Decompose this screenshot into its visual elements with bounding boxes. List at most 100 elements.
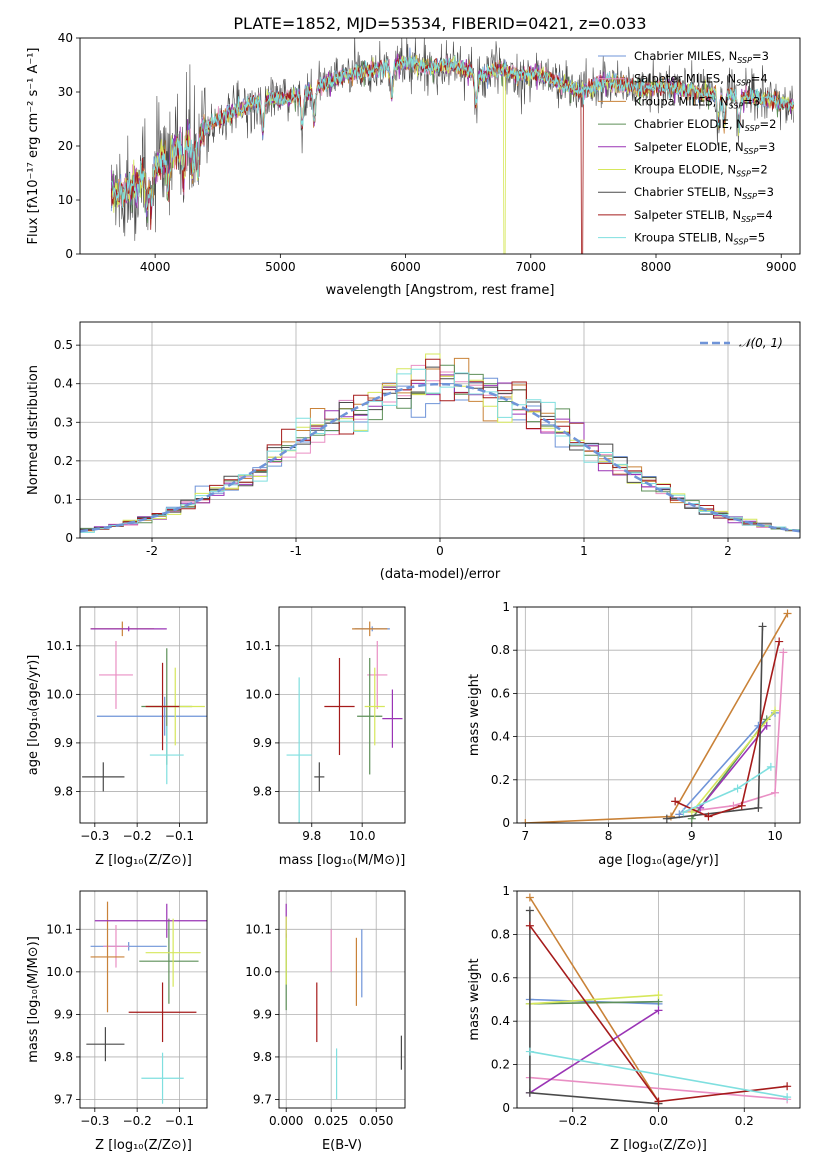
weight_vs_age-series-chabrier_stelib: [662, 622, 767, 823]
age_vs_z-point-salpeter_miles: [99, 640, 133, 709]
mass_vs_ebv-xlabel: E(B-V): [322, 1138, 362, 1153]
marker-plus: [525, 893, 534, 902]
weight_vs_age-axes: 7 8 9 10 0 0.2 0.4 0.6 0.8 1 age [log₁₀(age/yr)] ma…: [467, 600, 801, 868]
legend-label-chabrier_elodie: Chabrier ELODIE, NSSP=2: [634, 117, 776, 133]
residuals-ylabel: Normed distribution: [26, 365, 41, 495]
weight_vs_age-series-kroupa_stelib: [679, 762, 775, 817]
weight_vs_age-line-salpeter_elodie: [699, 725, 768, 809]
mass_vs_ebv-frame: [278, 890, 406, 1109]
age_vs_z-xtick-label: −0.3: [80, 829, 109, 843]
plots-root: 4000 5000 6000 7000 8000 9000010203040wavelen…: [26, 31, 801, 1153]
marker-plus: [775, 637, 784, 646]
marker-plus: [704, 812, 713, 821]
legend-nssp-value: =3: [757, 185, 774, 199]
spectrum-ytick-label: 40: [58, 31, 73, 45]
legend-n: , N: [721, 49, 737, 63]
marker-plus: [771, 788, 780, 797]
marker-plus: [783, 1093, 792, 1102]
weight_vs_z-frame: [516, 890, 801, 1109]
legend-label-chabrier_miles: Chabrier MILES, NSSP=3: [634, 49, 769, 65]
legend-label-salpeter_stelib: Salpeter STELIB, NSSP=4: [634, 208, 773, 224]
marker-plus: [783, 1082, 792, 1091]
residuals-xtick-label: -2: [146, 544, 158, 558]
marker-plus: [733, 784, 742, 793]
weight_vs_z-ytick-label: 0: [502, 1101, 510, 1115]
legend-name: Chabrier ELODIE: [634, 117, 729, 131]
legend-sub: SSP: [736, 79, 751, 88]
legend-sub: SSP: [744, 147, 759, 156]
marker-plus: [525, 906, 534, 915]
residuals-xtick-label: 1: [580, 544, 588, 558]
age_vs_mass-point-salpeter_miles: [367, 640, 388, 709]
legend-label-salpeter_miles: Salpeter MILES, NSSP=4: [634, 72, 768, 88]
age_vs_z-frame: [79, 606, 208, 824]
age_vs_z-xtick-label: −0.1: [165, 829, 194, 843]
weight_vs_z-series-salpeter_stelib: [525, 921, 792, 1106]
spectrum-ylabel: Flux [fλ10⁻¹⁷ erg cm⁻² s⁻¹ A⁻¹]: [26, 48, 41, 245]
legend-sub: SSP: [737, 56, 752, 65]
weight_vs_age-ytick-label: 0.8: [491, 643, 510, 657]
spectrum-xtick-label: 9000: [766, 260, 797, 274]
age_vs_z-point-chabrier_miles: [96, 696, 207, 736]
legend-n: , N: [729, 117, 745, 131]
age_vs_mass-axes: 9.8 10.0 9.8 9.9 10.0 10.1 mass [log₁₀(M/M⊙)]: [245, 606, 406, 868]
spectrum-series-salpeter_stelib: [110, 57, 795, 254]
marker-plus: [654, 991, 663, 1000]
spectrum-ytick-label: 20: [58, 139, 73, 153]
spectrum-ytick-label: 30: [58, 85, 73, 99]
spectrum-series-kroupa_stelib: [111, 55, 795, 209]
weight_vs_z-ytick-label: 0.4: [491, 1014, 510, 1028]
weight_vs_z-ytick-label: 0.2: [491, 1058, 510, 1072]
legend-name: Kroupa ELODIE: [634, 163, 720, 177]
age_vs_z-axes: −0.3 −0.2 −0.1 9.8 9.9 10.0 10.1 Z [log₁₀(Z/Z⊙)…: [26, 606, 208, 868]
legend-sub: SSP: [736, 170, 751, 179]
residuals-ytick-label: 0.3: [54, 415, 73, 429]
age_vs_mass-point-salpeter_elodie: [382, 689, 403, 748]
legend-n: , N: [725, 208, 741, 222]
age_vs_z-ytick-label: 10.0: [46, 687, 73, 701]
weight_vs_age-xtick-label: 9: [688, 829, 696, 843]
legend-label-kroupa_miles: Kroupa MILES, NSSP=3: [634, 94, 760, 110]
legend-n: , N: [713, 94, 729, 108]
weight_vs_z-ytick-label: 0.8: [491, 927, 510, 941]
marker-plus: [679, 808, 688, 817]
mass_vs_ebv-ytick-label: 10.1: [245, 922, 272, 936]
mass_vs_ebv-xtick-label: 0.050: [359, 1114, 393, 1128]
mass_vs_ebv-ytick-label: 9.7: [253, 1092, 272, 1106]
legend-name: Salpeter STELIB: [634, 208, 725, 222]
mass_vs_z-point-chabrier_elodie: [139, 918, 199, 1004]
weight_vs_age-series-kroupa_miles: [521, 609, 792, 823]
weight_vs_age-xtick-label: 7: [522, 829, 530, 843]
marker-plus: [525, 1088, 534, 1097]
weight_vs_age-xtick-label: 8: [605, 829, 613, 843]
marker-plus: [525, 1047, 534, 1056]
marker-plus: [521, 819, 530, 823]
legend-nssp-value: =3: [743, 94, 760, 108]
weight_vs_age-line-salpeter_miles: [683, 652, 785, 813]
spectrum-xtick-label: 8000: [641, 260, 672, 274]
legend-label-chabrier_stelib: Chabrier STELIB, NSSP=3: [634, 185, 774, 201]
mass_vs_z-xtick-label: −0.3: [80, 1114, 109, 1128]
weight_vs_z-series-kroupa_stelib: [525, 1047, 792, 1102]
legend-name: Kroupa MILES: [634, 94, 713, 108]
mass_vs_z-point-kroupa_elodie: [145, 918, 201, 987]
spectrum-xtick-label: 7000: [516, 260, 547, 274]
age_vs_mass-point-salpeter_stelib: [324, 657, 355, 756]
weight_vs_z-ytick-label: 1: [502, 884, 510, 898]
weight_vs_age-ytick-label: 1: [502, 600, 510, 614]
weight_vs_z-xtick-label: 0.0: [649, 1114, 668, 1128]
weight_vs_age-ytick-label: 0.4: [491, 730, 510, 744]
legend-n: , N: [720, 72, 736, 86]
marker-plus: [754, 803, 763, 812]
legend-n: , N: [726, 185, 742, 199]
weight_vs_age-xlabel: age [log₁₀(age/yr)]: [598, 853, 719, 868]
mass_vs_z-ytick-label: 9.8: [54, 1050, 73, 1064]
residuals-ytick-label: 0.4: [54, 377, 73, 391]
mass_vs_z-frame: [79, 890, 208, 1109]
residuals-ytick-label: 0.2: [54, 454, 73, 468]
weight_vs_z-line-chabrier_miles: [529, 998, 659, 1005]
legend-sub: SSP: [729, 101, 744, 110]
legend-sub: SSP: [734, 238, 749, 247]
mass_vs_z-point-salpeter_stelib: [128, 982, 197, 1043]
mass_vs_z-point-kroupa_stelib: [141, 1052, 184, 1104]
